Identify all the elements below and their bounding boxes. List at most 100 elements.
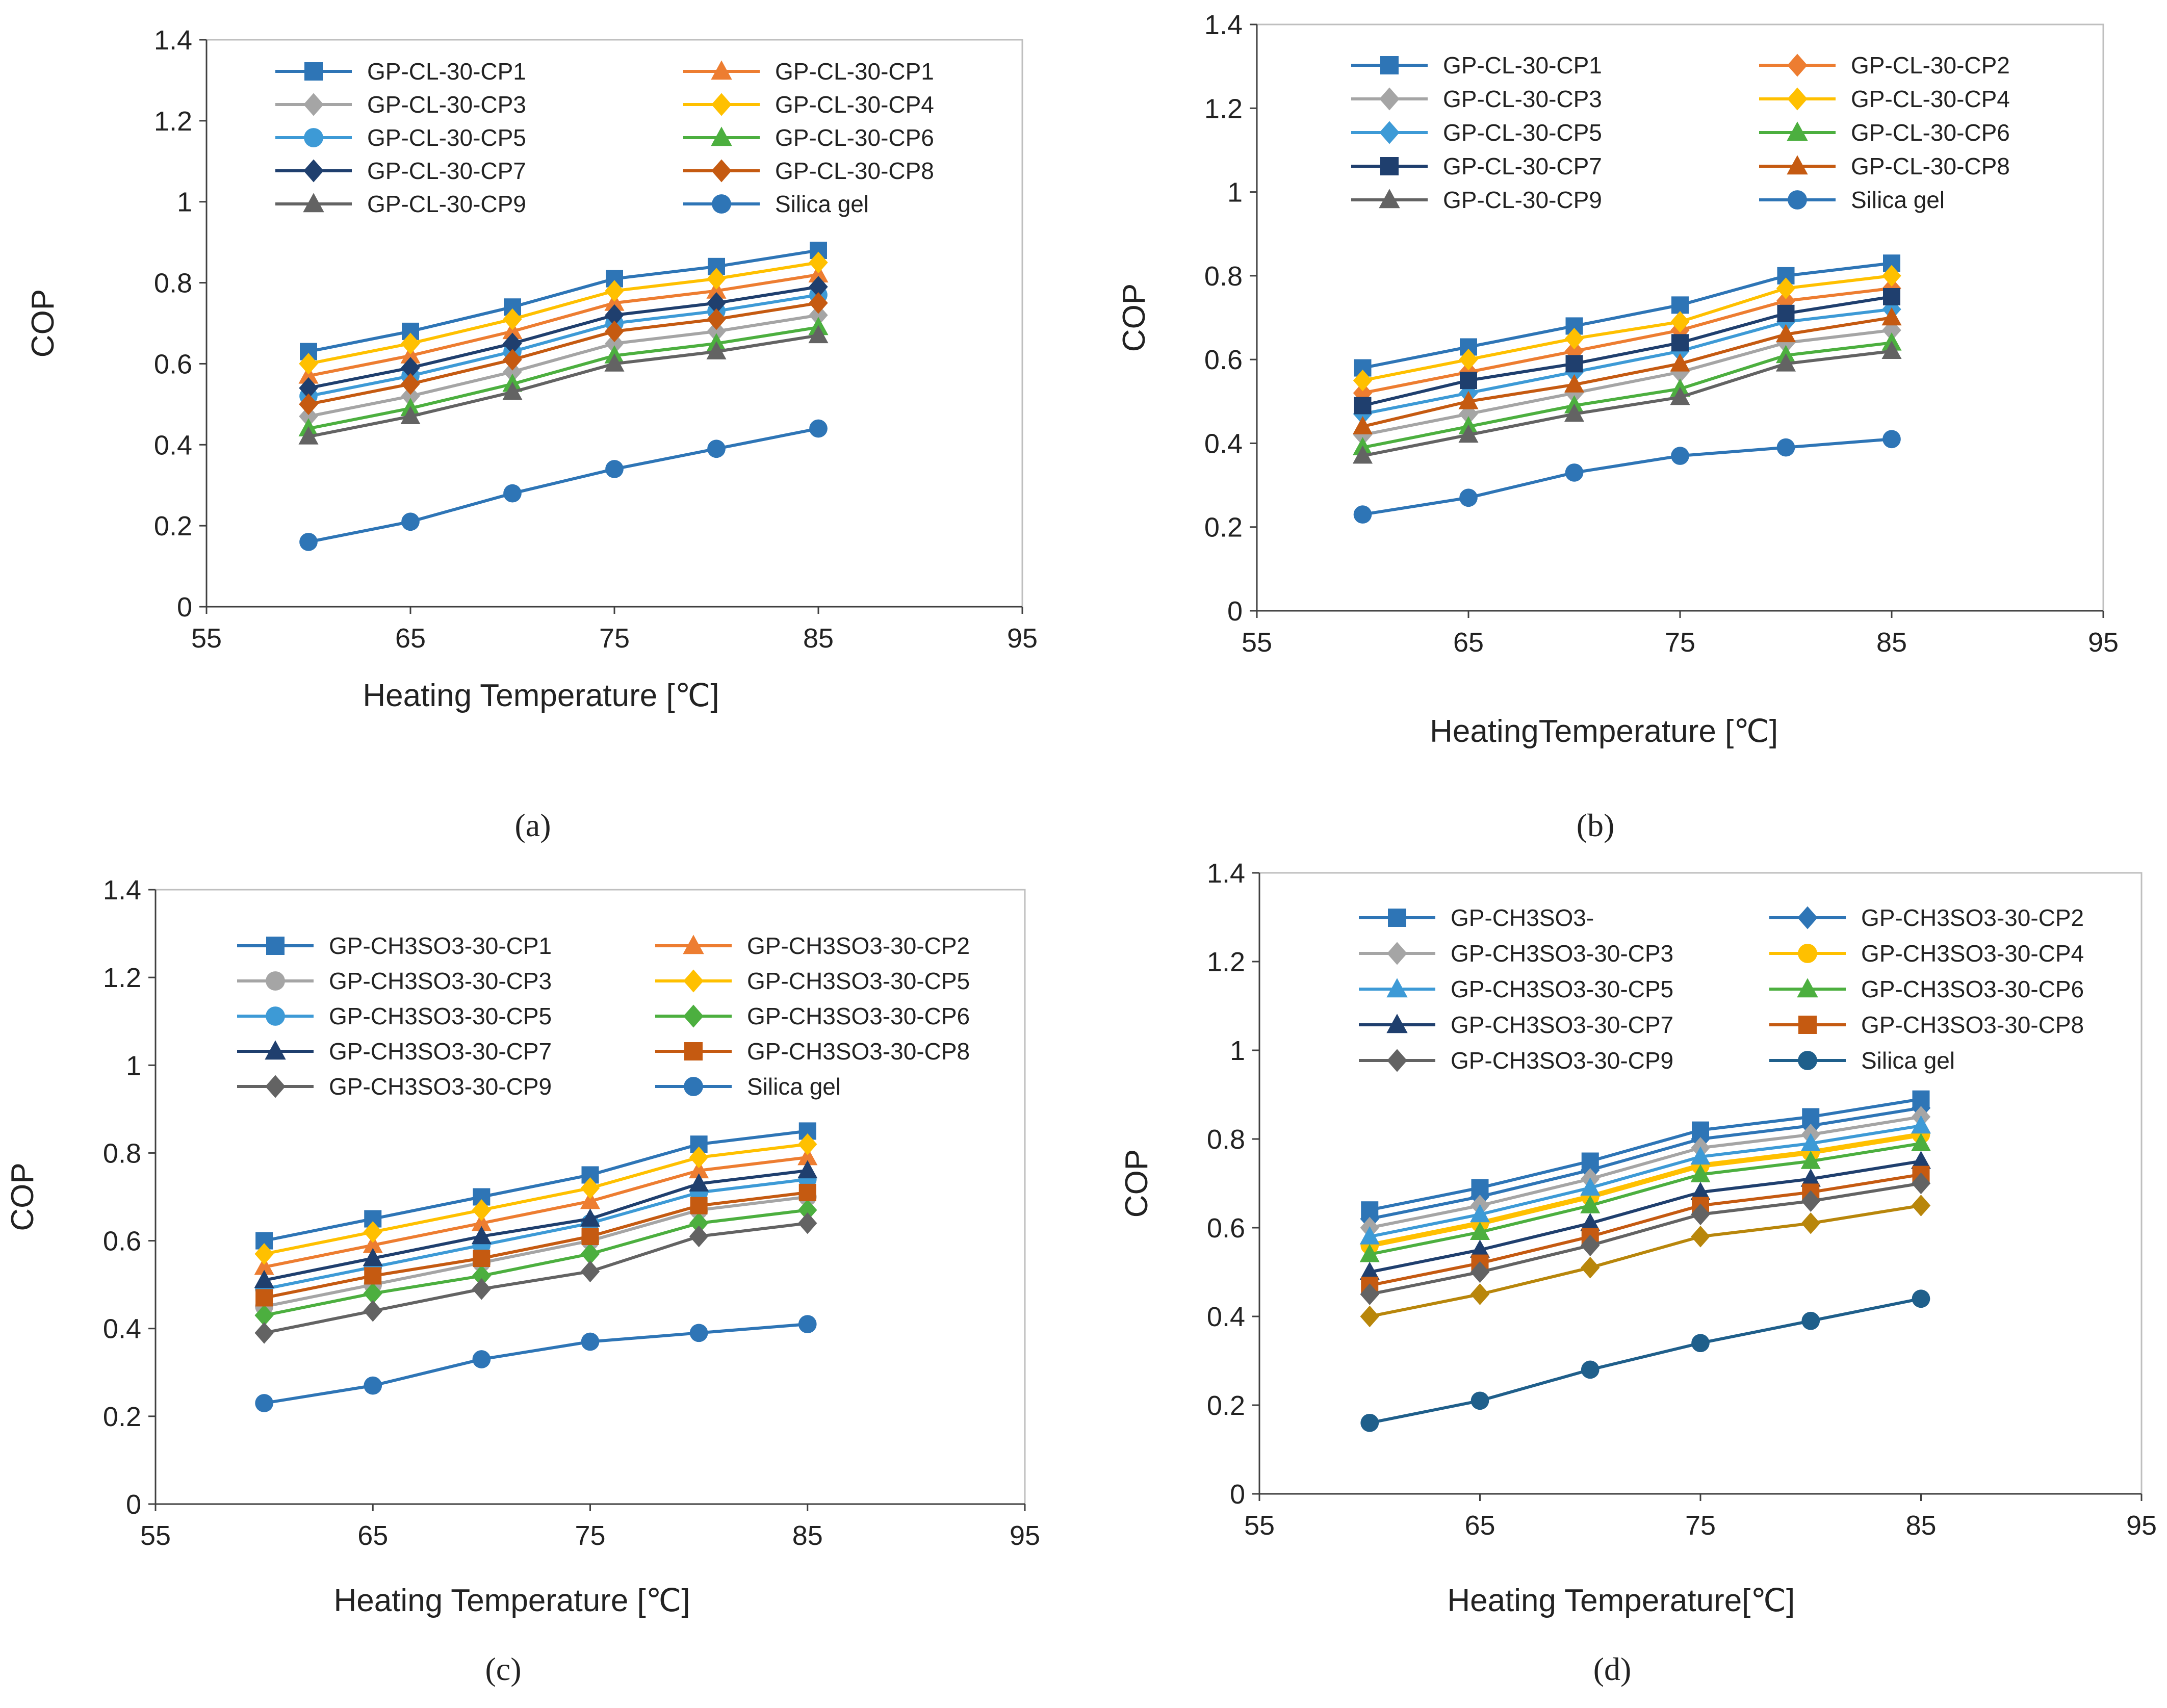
x-tick-label: 85 [1876,627,1907,658]
data-point [363,1234,383,1253]
legend-marker [303,159,324,183]
legend: GP-CL-30-CP1 GP-CL-30-CP1 GP-CL-30-CP3 GP-C… [275,58,934,217]
legend-marker [1380,157,1399,175]
legend-marker [266,937,285,955]
data-point [503,484,522,503]
data-point [1564,327,1584,350]
data-point [1564,340,1584,362]
legend-marker [711,159,732,183]
legend-label: Silica gel [747,1073,841,1100]
legend-item: GP-CH3SO3-30-CP5 [237,1003,552,1029]
x-tick-label: 85 [803,623,834,654]
data-point [401,512,420,531]
data-point [254,1322,274,1344]
legend-item: GP-CH3SO3-30-CP4 [1769,940,2084,967]
legend-label: GP-CH3SO3-30-CP4 [1861,940,2084,967]
legend-item: GP-CL-30-CP3 [275,91,526,118]
panel-label: (a) [514,807,551,843]
data-point [1691,1226,1710,1248]
legend-marker [712,194,731,214]
series-line [1362,287,1892,395]
legend-label: GP-CH3SO3-30-CP3 [1451,940,1673,967]
legend-item: GP-CH3SO3-30-CP8 [1769,1012,2084,1038]
y-tick-label: 1 [1227,177,1243,208]
legend-label: GP-CH3SO3-30-CP2 [747,933,970,959]
series-gp-cl-30-cp9 [298,325,829,445]
axes: 0 0.2 0.4 0.6 0.8 1 1.2 1.4 55 65 75 85 95 [103,875,1040,1551]
data-point [1581,1257,1600,1279]
series-silica-gel [1360,1289,1930,1432]
legend-marker [265,1040,286,1060]
legend-label: GP-CH3SO3-30-CP2 [1861,904,2084,931]
legend-marker [304,128,323,147]
series-line [308,249,819,353]
data-point [1691,1334,1710,1353]
legend-item: Silica gel [655,1073,841,1100]
data-point [254,1304,274,1327]
legend-marker [1797,906,1818,929]
legend-item: GP-CH3SO3-30-CP9 [1359,1047,1673,1074]
data-point [580,1243,600,1265]
data-point [1470,1261,1490,1283]
x-tick-label: 65 [395,623,426,654]
legend-marker [1787,121,1808,141]
data-point [605,304,624,326]
data-point [1801,1311,1820,1330]
legend-label: GP-CL-30-CP7 [1443,153,1602,179]
legend-item: GP-CH3SO3-30-CP5 [1359,976,1673,1002]
legend-marker [711,126,732,146]
data-point [254,1270,274,1288]
data-point [298,426,319,445]
data-point [254,1243,274,1265]
legend-label: GP-CH3SO3-30-CP6 [747,1003,970,1029]
data-point [580,1260,600,1283]
data-point [689,1324,708,1342]
data-point [1670,353,1690,372]
panel-label: (c) [485,1651,521,1687]
data-point [689,1225,709,1248]
legend-item: GP-CH3SO3-30-CP7 [237,1038,552,1065]
y-tick-label: 1.2 [1204,93,1243,124]
legend-label: GP-CL-30-CP1 [367,58,526,85]
legend-item: GP-CL-30-CP4 [683,91,934,118]
x-tick-label: 75 [575,1520,605,1551]
x-tick-label: 65 [1464,1510,1495,1541]
legend-label: GP-CH3SO3-30-CP8 [747,1038,970,1065]
legend-marker [303,193,324,213]
legend-item: GP-CH3SO3-30-CP1 [237,933,552,959]
legend-label: GP-CL-30-CP5 [367,124,526,151]
data-point [707,292,726,314]
x-tick-label: 55 [1242,627,1272,658]
legend-marker [1379,121,1400,144]
series-line [264,1191,808,1300]
data-point [1670,386,1690,405]
data-point [809,292,828,314]
legend-marker [684,1077,703,1096]
data-point [1460,372,1477,390]
series-gp-cl-30-cp3 [1353,319,1901,446]
series-line [264,1178,808,1291]
data-point [1580,1212,1601,1231]
x-tick-label: 95 [2126,1510,2157,1541]
series-gp-ch3so3-30-cp1 [255,1122,816,1250]
data-point [581,1227,599,1245]
legend-marker [1387,942,1407,965]
data-point [1359,1261,1380,1280]
data-point [1801,1190,1820,1212]
series-line [264,1208,808,1317]
data-point [254,1256,274,1275]
data-point [1670,310,1690,333]
data-point [1354,397,1372,415]
series-line [1369,1142,1921,1256]
data-point [1458,424,1479,443]
y-tick-label: 0.6 [154,349,192,379]
legend-item: GP-CL-30-CP4 [1759,86,2010,112]
data-point [798,1315,817,1333]
data-point [690,1197,708,1214]
data-point [299,353,318,375]
series-gp-cl-30-cp1 [1354,254,1900,377]
series-gp-cl-30-cp1 [300,242,827,360]
legend-label: GP-CL-30-CP1 [1443,52,1602,79]
legend-item: GP-CH3SO3-30-CP7 [1359,1012,1673,1038]
data-point [1359,1226,1380,1245]
